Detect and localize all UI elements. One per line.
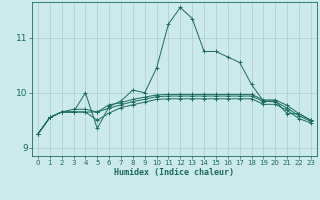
X-axis label: Humidex (Indice chaleur): Humidex (Indice chaleur) bbox=[115, 168, 234, 177]
